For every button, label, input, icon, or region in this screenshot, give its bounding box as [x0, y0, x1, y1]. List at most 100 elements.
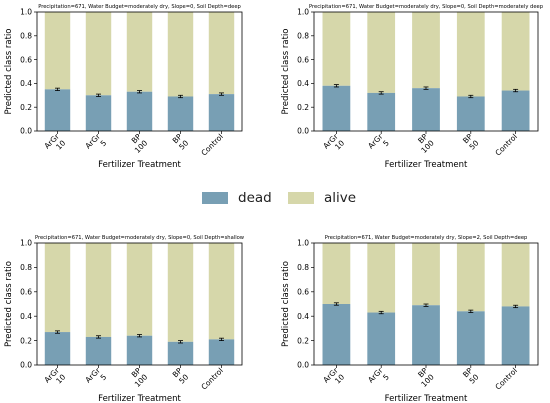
y-axis-label: Predicted class ratio — [4, 261, 14, 347]
bar-dead — [367, 92, 396, 131]
y-tick-label: 0.8 — [20, 32, 32, 41]
bar-dead — [167, 341, 194, 365]
legend-label-dead: dead — [238, 190, 272, 206]
legend: dead alive — [0, 190, 550, 212]
legend-swatch-alive — [288, 192, 314, 204]
x-axis-label: Fertilizer Treatment — [98, 394, 181, 403]
x-tick-label: BP100 — [413, 366, 436, 389]
y-tick-label: 0.2 — [20, 336, 32, 345]
bar-alive — [412, 243, 440, 306]
legend-item-dead: dead — [202, 190, 272, 206]
y-tick-label: 0.4 — [297, 79, 309, 88]
bar-alive — [322, 243, 351, 304]
x-axis-label: Fertilizer Treatment — [98, 160, 181, 170]
x-tick-label: ArGr10 — [42, 365, 67, 390]
y-tick-label: 0.0 — [297, 127, 309, 136]
bar-alive — [367, 12, 396, 93]
x-tick-label: ArGr5 — [366, 131, 391, 156]
chart-panel-top-left: Precipitation=671, Water Budget=moderate… — [4, 4, 243, 170]
x-tick-label: BP100 — [126, 366, 149, 389]
bar-alive — [44, 243, 71, 333]
y-tick-label: 0.6 — [297, 288, 309, 297]
bar-dead — [322, 85, 351, 131]
chart-title: Precipitation=671, Water Budget=moderate… — [35, 235, 245, 241]
y-axis-label: Predicted class ratio — [4, 28, 14, 114]
y-tick-label: 1.0 — [297, 8, 309, 17]
bar-alive — [126, 12, 153, 92]
y-tick-label: 0.8 — [20, 263, 32, 272]
bar-alive — [85, 12, 112, 96]
axes-frame — [313, 11, 539, 132]
y-tick-label: 1.0 — [20, 239, 32, 248]
y-tick-label: 1.0 — [20, 8, 32, 17]
x-tick-label: ArGr5 — [83, 131, 108, 156]
x-tick-label: ArGr5 — [83, 365, 108, 390]
x-tick-label: BP50 — [171, 366, 191, 386]
bar-dead — [85, 336, 112, 365]
y-tick-label: 0.6 — [20, 288, 32, 297]
x-tick-label: ArGr10 — [42, 131, 67, 156]
y-tick-label: 0.4 — [297, 312, 309, 321]
axes-frame — [313, 242, 539, 366]
bar-dead — [501, 306, 530, 365]
bar-alive — [367, 243, 396, 313]
y-axis-label: Predicted class ratio — [281, 261, 291, 347]
bar-dead — [322, 304, 351, 365]
bar-alive — [126, 243, 153, 336]
bar-alive — [501, 243, 530, 307]
y-tick-label: 0.6 — [20, 55, 32, 64]
x-tick-label: Control — [199, 366, 225, 392]
y-tick-label: 0.4 — [20, 312, 32, 321]
legend-label-alive: alive — [324, 190, 357, 206]
bar-alive — [322, 12, 351, 86]
chart-panel-bottom-left: Precipitation=671, Water Budget=moderate… — [4, 235, 245, 403]
bar-alive — [456, 243, 485, 312]
x-tick-label: Control — [493, 366, 519, 392]
bar-alive — [456, 12, 485, 97]
bar-dead — [167, 96, 194, 131]
chart-title: Precipitation=671, Water Budget=moderate… — [309, 4, 544, 10]
x-tick-label: BP100 — [126, 132, 149, 155]
axes-frame — [36, 242, 243, 366]
x-tick-label: ArGr10 — [321, 131, 346, 156]
x-tick-label: BP50 — [171, 132, 191, 152]
bar-dead — [501, 90, 530, 131]
bar-alive — [167, 12, 194, 97]
x-tick-label: ArGr5 — [366, 365, 391, 390]
chart-title: Precipitation=671, Water Budget=moderate… — [38, 4, 241, 10]
bar-dead — [412, 88, 440, 131]
axes-frame — [36, 11, 243, 132]
y-tick-label: 0.2 — [297, 103, 309, 112]
bar-alive — [85, 243, 112, 337]
x-axis-label: Fertilizer Treatment — [385, 160, 468, 170]
bar-alive — [208, 12, 235, 95]
x-tick-label: BP50 — [461, 366, 481, 386]
bar-dead — [85, 95, 112, 131]
legend-item-alive: alive — [288, 190, 356, 206]
y-tick-label: 0.0 — [297, 361, 309, 370]
legend-swatch-dead — [202, 192, 228, 204]
bar-dead — [208, 94, 235, 131]
x-tick-label: Control — [493, 132, 519, 158]
x-tick-label: ArGr10 — [321, 365, 346, 390]
bar-alive — [44, 12, 71, 90]
bar-alive — [501, 12, 530, 91]
bar-alive — [412, 12, 440, 89]
y-tick-label: 1.0 — [297, 239, 309, 248]
y-tick-label: 0.8 — [297, 32, 309, 41]
y-tick-label: 0.2 — [20, 103, 32, 112]
bar-dead — [456, 311, 485, 365]
chart-panel-top-right: Precipitation=671, Water Budget=moderate… — [281, 4, 544, 170]
y-axis-label: Predicted class ratio — [281, 28, 291, 114]
y-tick-label: 0.2 — [297, 336, 309, 345]
x-tick-label: BP100 — [413, 132, 436, 155]
x-tick-label: BP50 — [461, 132, 481, 152]
y-tick-label: 0.4 — [20, 79, 32, 88]
bar-dead — [44, 89, 71, 131]
y-tick-label: 0.0 — [20, 127, 32, 136]
chart-panel-bottom-right: Precipitation=671, Water Budget=moderate… — [281, 235, 539, 403]
chart-title: Precipitation=671, Water Budget=moderate… — [325, 235, 528, 241]
y-tick-label: 0.8 — [297, 263, 309, 272]
bar-dead — [208, 339, 235, 365]
